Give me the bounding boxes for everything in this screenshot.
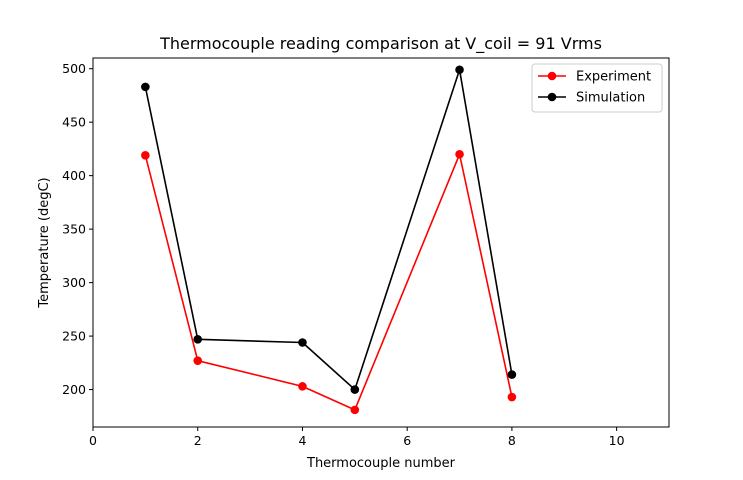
- data-point-experiment-4: [350, 405, 360, 415]
- x-tick-label-6: 6: [403, 433, 411, 448]
- y-tick-label-250: 250: [62, 329, 86, 344]
- series-line-experiment: [144, 153, 513, 411]
- legend-marker-simulation: [547, 92, 557, 102]
- axes-frame: [92, 57, 670, 428]
- x-axis-label: Thermocouple number: [306, 456, 456, 471]
- legend-label-simulation: Simulation: [576, 91, 645, 106]
- x-tick-label-10: 10: [609, 433, 625, 448]
- y-tick-label-450: 450: [62, 115, 86, 130]
- y-tick-label-200: 200: [62, 382, 86, 397]
- data-point-simulation-5: [455, 65, 464, 75]
- y-tick-label-300: 300: [62, 275, 86, 290]
- series-line-simulation: [144, 68, 513, 391]
- axes: 0 2 4 6 8 10 200 250 300 350 400 450 500: [62, 57, 670, 448]
- x-tick-label-0: 0: [89, 433, 97, 448]
- data-point-experiment-3: [298, 382, 307, 391]
- x-tick-label-2: 2: [194, 433, 202, 448]
- data-point-experiment-6: [507, 392, 517, 402]
- data-point-simulation-4: [350, 385, 360, 394]
- data-point-simulation-6: [507, 370, 517, 379]
- y-axis-label: Temperature (degC): [37, 177, 52, 308]
- data-point-simulation-1: [141, 82, 150, 92]
- data-point-simulation-3: [298, 338, 307, 347]
- legend: Experiment Simulation: [531, 63, 663, 113]
- data-point-experiment-5: [455, 149, 464, 159]
- y-tick-label-400: 400: [62, 168, 86, 183]
- data-point-simulation-2: [193, 334, 203, 344]
- plot-area: [141, 65, 517, 415]
- data-point-experiment-2: [193, 356, 203, 365]
- y-tick-label-500: 500: [62, 61, 86, 76]
- legend-label-experiment: Experiment: [576, 70, 651, 85]
- data-point-experiment-1: [141, 151, 150, 160]
- x-tick-label-8: 8: [508, 433, 516, 448]
- chart-title: Thermocouple reading comparison at V_coi…: [159, 34, 602, 54]
- x-tick-label-4: 4: [298, 433, 306, 448]
- legend-marker-experiment: [547, 71, 557, 81]
- y-tick-label-350: 350: [62, 222, 86, 237]
